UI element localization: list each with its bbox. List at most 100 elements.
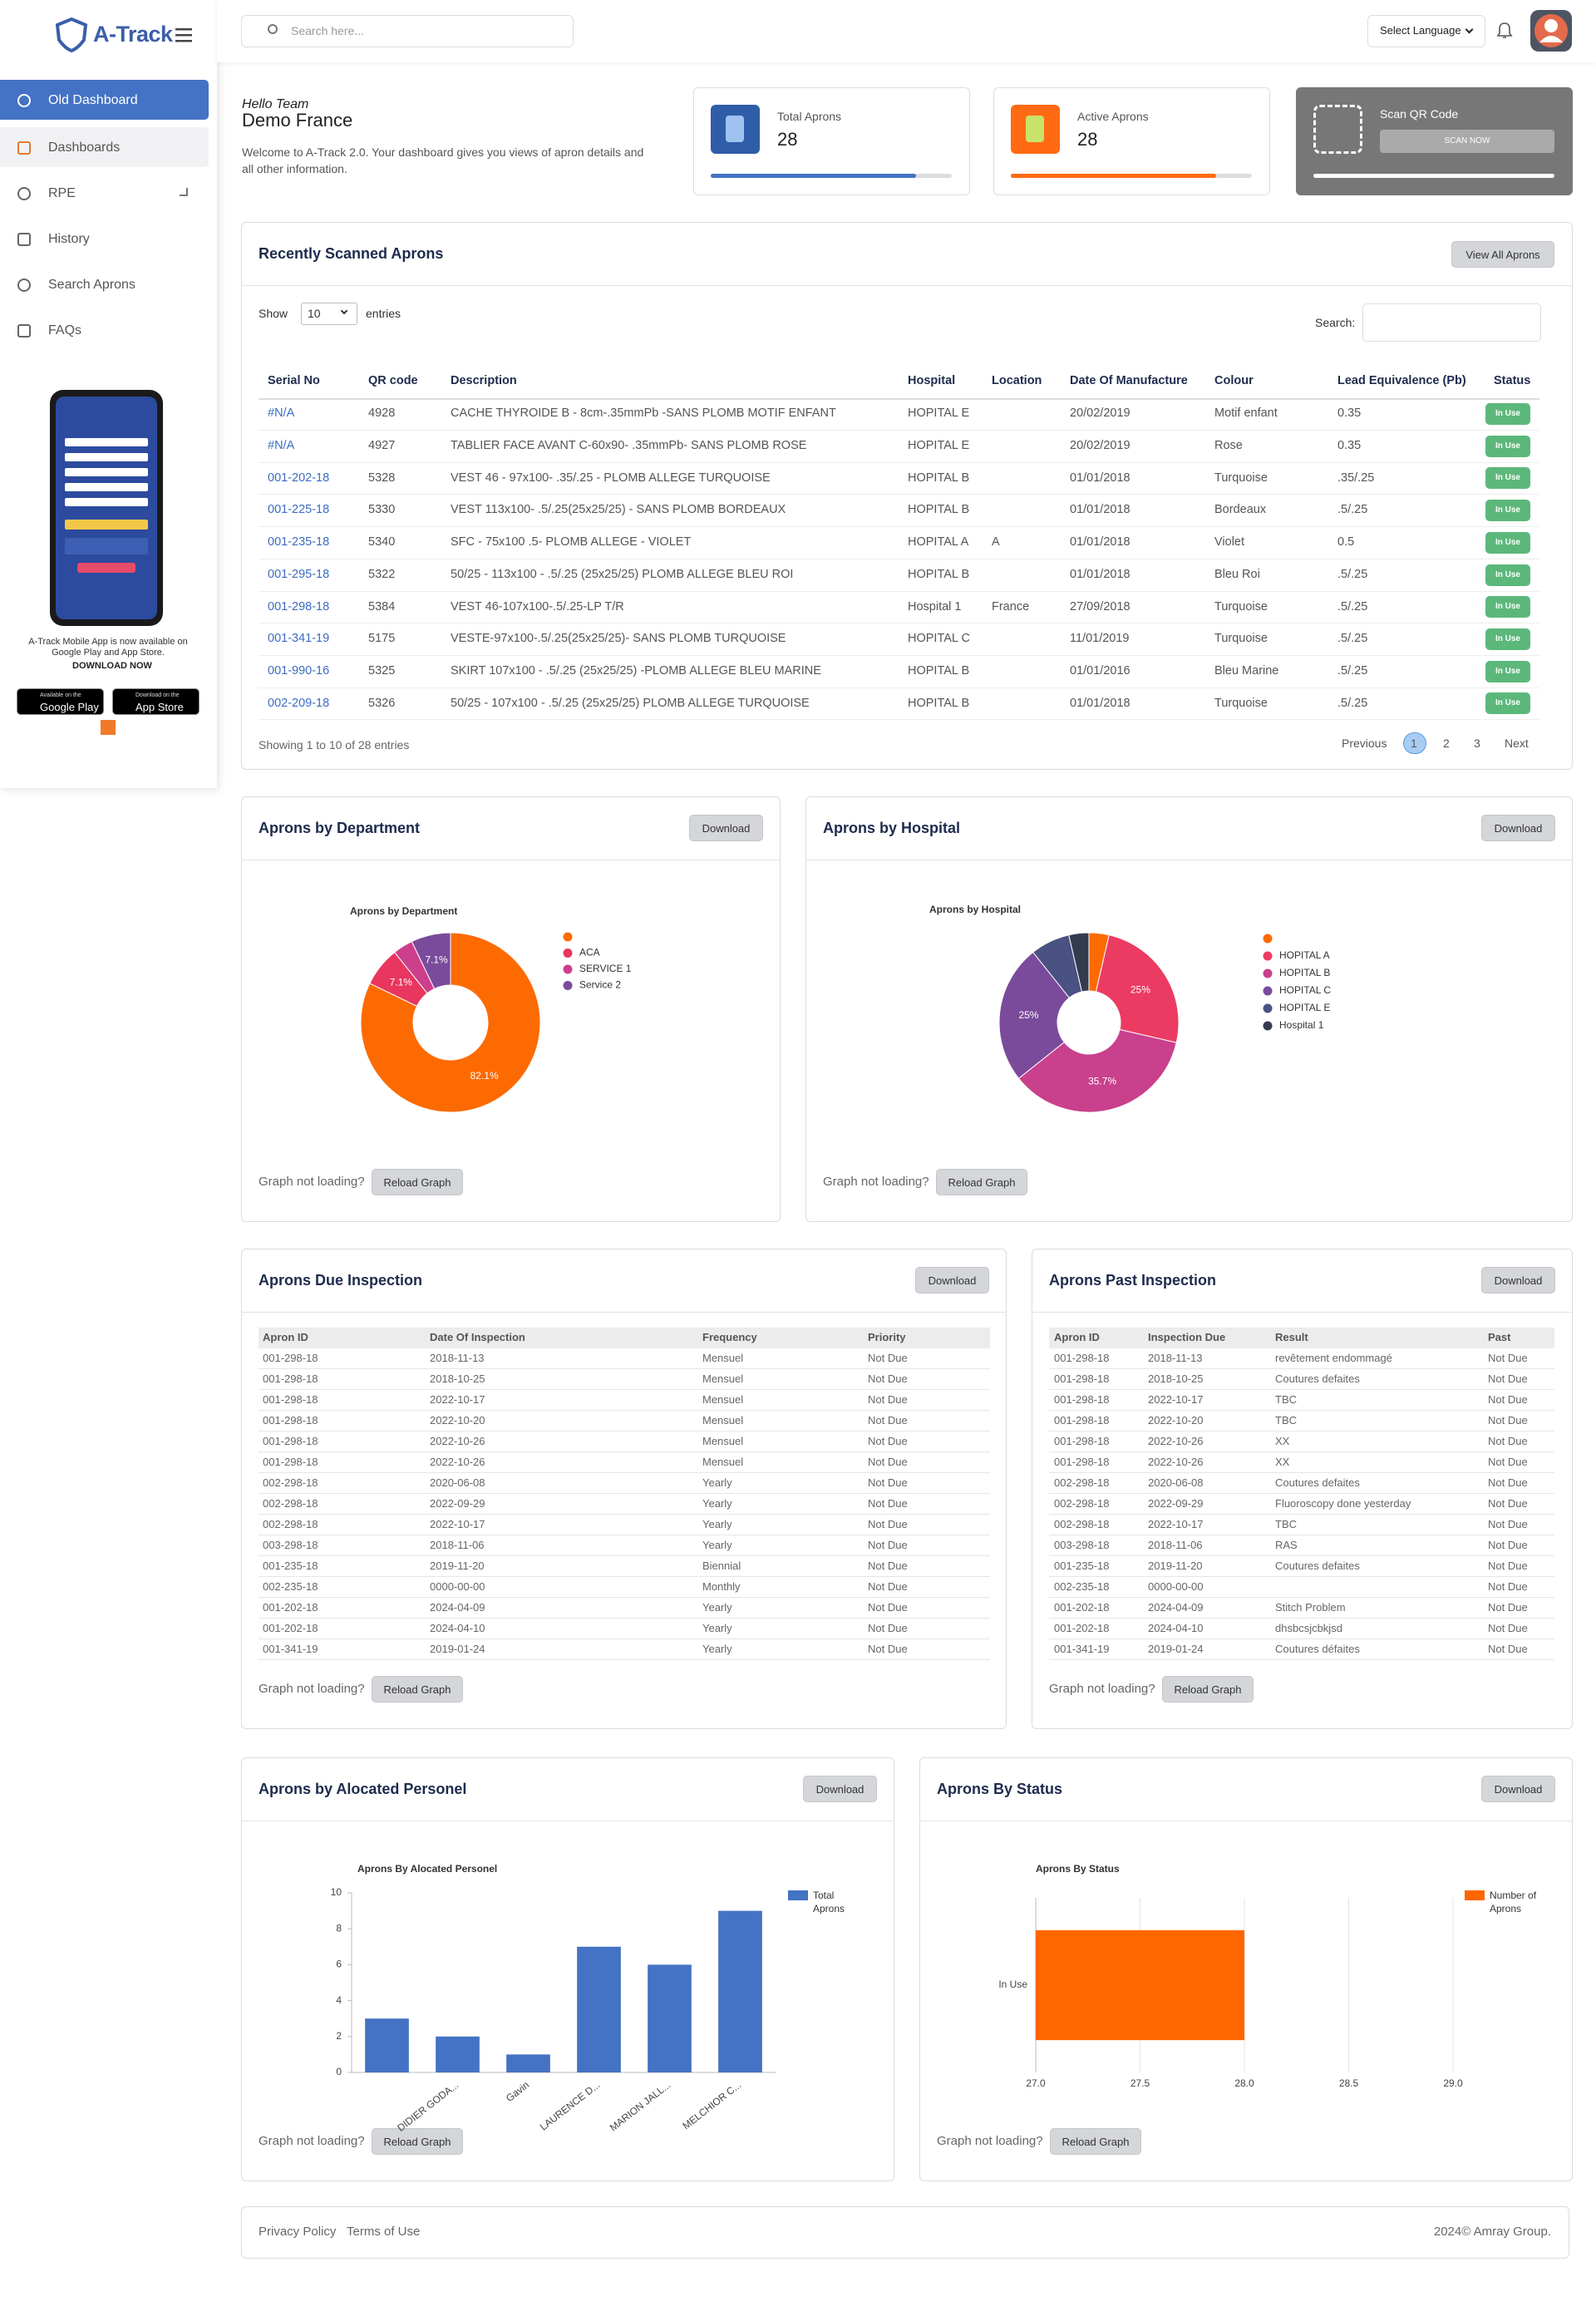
download-button[interactable]: Download <box>1481 815 1555 841</box>
reload-prompt: Graph not loading? <box>259 1682 365 1696</box>
cell: Not Due <box>1488 1456 1528 1469</box>
cell: Not Due <box>868 1414 908 1427</box>
download-button[interactable]: Download <box>1481 1267 1555 1294</box>
cell: 001-298-18 <box>1054 1372 1110 1386</box>
cell: XX <box>1275 1456 1290 1469</box>
column-header[interactable]: Status <box>1494 374 1531 388</box>
serial-link[interactable]: 001-295-18 <box>268 567 330 581</box>
serial-link[interactable]: 001-202-18 <box>268 471 330 485</box>
column-header[interactable]: Description <box>451 374 517 388</box>
scan-button[interactable]: SCAN NOW <box>1380 130 1554 153</box>
column-header[interactable]: Date Of Manufacture <box>1070 374 1188 388</box>
entries-value: 10 <box>308 306 321 320</box>
serial-link[interactable]: #N/A <box>268 407 295 421</box>
avatar[interactable] <box>1530 9 1573 52</box>
menu-icon <box>17 141 31 155</box>
download-button[interactable]: Download <box>1481 1776 1555 1802</box>
cell: 2022-10-17 <box>1148 1393 1204 1407</box>
menu-item[interactable]: History <box>48 232 90 247</box>
footer-link[interactable]: Terms of Use <box>347 2225 421 2239</box>
reload-button[interactable]: Reload Graph <box>372 2128 463 2155</box>
store-badge-name: App Store <box>135 701 184 714</box>
store-badge[interactable] <box>112 688 200 715</box>
download-button[interactable]: Download <box>689 815 763 841</box>
entries-select[interactable] <box>301 303 357 325</box>
column-header[interactable]: Serial No <box>268 374 320 388</box>
menu-item[interactable]: Dashboards <box>48 140 121 155</box>
cell: SKIRT 107x100 - .5/.25 (25x25/25) -PLOMB… <box>451 663 821 678</box>
row-divider <box>1049 1451 1554 1452</box>
cell: Not Due <box>868 1601 908 1614</box>
cell: 2020-06-08 <box>430 1476 485 1490</box>
menu-item[interactable]: Search Aprons <box>48 278 135 293</box>
page-link[interactable]: 2 <box>1443 736 1450 750</box>
cell: revêtement endommagé <box>1275 1352 1392 1365</box>
cell: 001-341-19 <box>1054 1643 1110 1656</box>
cell: VEST 113x100- .5/.25(25x25/25) - SANS PL… <box>451 503 786 517</box>
cell: 2022-10-20 <box>430 1414 485 1427</box>
footer-link[interactable]: Privacy Policy <box>259 2225 337 2239</box>
page-link[interactable]: Previous <box>1342 736 1387 750</box>
column-header[interactable]: Location <box>992 374 1042 388</box>
cell: Turquoise <box>1214 599 1268 613</box>
serial-link[interactable]: 001-235-18 <box>268 535 330 549</box>
menu-item[interactable]: Old Dashboard <box>48 93 138 108</box>
column-header[interactable]: Colour <box>1214 374 1254 388</box>
cell: Not Due <box>1488 1372 1528 1386</box>
reload-button[interactable]: Reload Graph <box>936 1169 1027 1195</box>
column-header[interactable]: QR code <box>368 374 418 388</box>
cell: 4927 <box>368 439 396 452</box>
view-all-button[interactable]: View All Aprons <box>1451 241 1554 268</box>
cell: Not Due <box>868 1580 908 1594</box>
cell: 001-298-18 <box>263 1372 318 1386</box>
cell: Not Due <box>1488 1580 1528 1594</box>
row-divider <box>259 1410 990 1411</box>
cell: 001-298-18 <box>1054 1435 1110 1448</box>
cell: Not Due <box>1488 1539 1528 1552</box>
cell: Not Due <box>1488 1497 1528 1510</box>
serial-link[interactable]: 002-209-18 <box>268 696 330 710</box>
cell: 001-298-18 <box>263 1393 318 1407</box>
serial-link[interactable]: 001-225-18 <box>268 503 330 517</box>
cell: 001-298-18 <box>263 1456 318 1469</box>
menu-hover-bg <box>0 127 209 167</box>
cell: Turquoise <box>1214 696 1268 710</box>
store-badge[interactable] <box>17 688 104 715</box>
search-label: Search: <box>1315 315 1356 329</box>
row-divider <box>1049 1410 1554 1411</box>
serial-link[interactable]: 001-298-18 <box>268 599 330 613</box>
cell: Not Due <box>868 1456 908 1469</box>
reload-button[interactable]: Reload Graph <box>372 1676 463 1703</box>
bell-icon[interactable] <box>1496 22 1513 40</box>
cell: Not Due <box>1488 1622 1528 1635</box>
serial-link[interactable]: #N/A <box>268 439 295 452</box>
reload-button[interactable]: Reload Graph <box>1050 2128 1141 2155</box>
cell: 002-298-18 <box>1054 1518 1110 1531</box>
row-divider <box>1049 1493 1554 1494</box>
column-header: Result <box>1275 1331 1308 1344</box>
reload-button[interactable]: Reload Graph <box>372 1169 463 1195</box>
reload-button[interactable]: Reload Graph <box>1162 1676 1254 1703</box>
cell: 27/09/2018 <box>1070 599 1130 613</box>
column-header[interactable]: Lead Equivalence (Pb) <box>1337 374 1466 388</box>
download-button[interactable]: Download <box>803 1776 877 1802</box>
menu-toggle[interactable] <box>175 27 195 43</box>
page-link[interactable]: Next <box>1505 736 1529 750</box>
download-button[interactable]: Download <box>915 1267 989 1294</box>
search-box[interactable] <box>241 15 574 47</box>
panel <box>241 222 1573 770</box>
column-header[interactable]: Hospital <box>908 374 956 388</box>
language-select[interactable] <box>1367 15 1485 47</box>
promo-close[interactable] <box>101 720 116 735</box>
row-divider <box>259 1618 990 1619</box>
page-link[interactable]: 1 <box>1411 736 1417 750</box>
cell: Coutures défaites <box>1275 1643 1360 1656</box>
menu-item[interactable]: FAQs <box>48 323 82 338</box>
serial-link[interactable]: 001-990-16 <box>268 663 330 678</box>
page-link[interactable]: 3 <box>1474 736 1480 750</box>
menu-item[interactable]: RPE <box>48 186 76 201</box>
table-search[interactable] <box>1362 303 1541 342</box>
cell: VEST 46 - 97x100- .35/.25 - PLOMB ALLEGE… <box>451 471 771 485</box>
stat-icon-glyph <box>1026 116 1044 142</box>
serial-link[interactable]: 001-341-19 <box>268 632 330 646</box>
